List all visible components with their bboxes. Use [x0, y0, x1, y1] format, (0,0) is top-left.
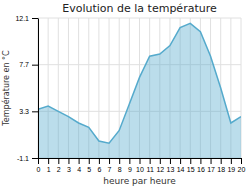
x-tick-label: 0	[37, 166, 41, 173]
x-tick-label: 16	[197, 166, 205, 173]
x-tick-mark	[79, 158, 80, 164]
x-tick: 0	[37, 158, 41, 173]
x-tick: 4	[77, 158, 81, 173]
x-tick-label: 1	[47, 166, 51, 173]
y-tick: 3.3	[19, 108, 38, 115]
x-tick-label: 10	[136, 166, 144, 173]
x-tick-mark	[180, 158, 181, 164]
x-tick-label: 17	[207, 166, 215, 173]
x-tick: 12	[156, 158, 164, 173]
x-tick: 7	[108, 158, 112, 173]
y-tick-label: 12.1	[15, 15, 29, 22]
plot: 01234567891011121314151617181920-1.13.37…	[15, 15, 245, 173]
title: Evolution de la température	[62, 2, 217, 15]
grid-line	[38, 18, 39, 158]
x-tick-mark	[48, 158, 49, 164]
x-tick: 2	[57, 158, 61, 173]
y-axis-title: Température en °C	[1, 50, 11, 127]
x-tick-mark	[160, 158, 161, 164]
x-tick-mark	[140, 158, 141, 164]
y-axis: -1.1 3.3 7.7 12.1	[15, 15, 38, 162]
x-tick-label: 9	[128, 166, 132, 173]
y-tick-mark	[32, 158, 38, 159]
grid-line	[98, 18, 99, 158]
x-tick-label: 13	[167, 166, 175, 173]
x-tick: 10	[136, 158, 144, 173]
x-tick-label: 15	[187, 166, 195, 173]
x-tick-mark	[150, 158, 151, 164]
x-tick-mark	[129, 158, 130, 164]
grid	[38, 18, 241, 158]
x-tick: 11	[147, 158, 154, 173]
x-tick-label: 20	[238, 166, 246, 173]
x-tick: 19	[227, 158, 235, 173]
x-tick-mark	[38, 158, 39, 164]
x-tick-mark	[119, 158, 120, 164]
x-tick-mark	[89, 158, 90, 164]
x-tick: 13	[167, 158, 175, 173]
chart: 01234567891011121314151617181920-1.13.37…	[0, 0, 250, 188]
area	[38, 23, 241, 158]
x-tick-label: 5	[87, 166, 91, 173]
y-tick: 12.1	[15, 15, 38, 22]
y-tick-mark	[32, 65, 38, 66]
x-tick: 16	[197, 158, 205, 173]
x-tick: 18	[217, 158, 225, 173]
x-tick: 8	[118, 158, 122, 173]
x-axis: 01234567891011121314151617181920	[37, 158, 246, 173]
x-tick-label: 4	[77, 166, 81, 173]
y-tick-mark	[32, 18, 38, 19]
marks	[38, 23, 241, 158]
x-tick-label: 11	[147, 166, 154, 173]
grid-line	[109, 18, 110, 158]
x-tick-mark	[200, 158, 201, 164]
y-tick-mark	[32, 111, 38, 112]
x-tick: 20	[238, 158, 246, 173]
x-tick-label: 14	[177, 166, 185, 173]
x-axis-title: heure par heure	[103, 176, 176, 186]
y-tick: -1.1	[17, 155, 38, 162]
x-tick-label: 18	[217, 166, 225, 173]
x-tick: 1	[47, 158, 51, 173]
x-tick-label: 6	[97, 166, 101, 173]
x-tick-label: 19	[227, 166, 235, 173]
x-tick-mark	[231, 158, 232, 164]
x-tick-mark	[170, 158, 171, 164]
y-tick: 7.7	[19, 61, 38, 68]
x-tick-mark	[68, 158, 69, 164]
x-tick: 6	[97, 158, 101, 173]
x-tick-mark	[241, 158, 242, 164]
x-tick-mark	[109, 158, 110, 164]
x-tick-mark	[58, 158, 59, 164]
line	[38, 23, 241, 143]
y-axis-line	[38, 19, 39, 159]
x-tick-mark	[221, 158, 222, 164]
x-tick-label: 3	[67, 166, 71, 173]
x-tick-label: 7	[108, 166, 112, 173]
x-tick: 3	[67, 158, 71, 173]
x-tick-label: 8	[118, 166, 122, 173]
x-tick: 14	[177, 158, 185, 173]
x-tick-label: 2	[57, 166, 61, 173]
y-tick-label: -1.1	[17, 155, 29, 162]
x-tick-label: 12	[156, 166, 164, 173]
x-tick-mark	[99, 158, 100, 164]
x-tick: 17	[207, 158, 215, 173]
y-tick-label: 7.7	[19, 61, 29, 68]
x-tick-mark	[211, 158, 212, 164]
x-tick-mark	[190, 158, 191, 164]
x-tick: 5	[87, 158, 91, 173]
x-tick: 15	[187, 158, 195, 173]
x-tick: 9	[128, 158, 132, 173]
y-tick-label: 3.3	[19, 108, 29, 115]
